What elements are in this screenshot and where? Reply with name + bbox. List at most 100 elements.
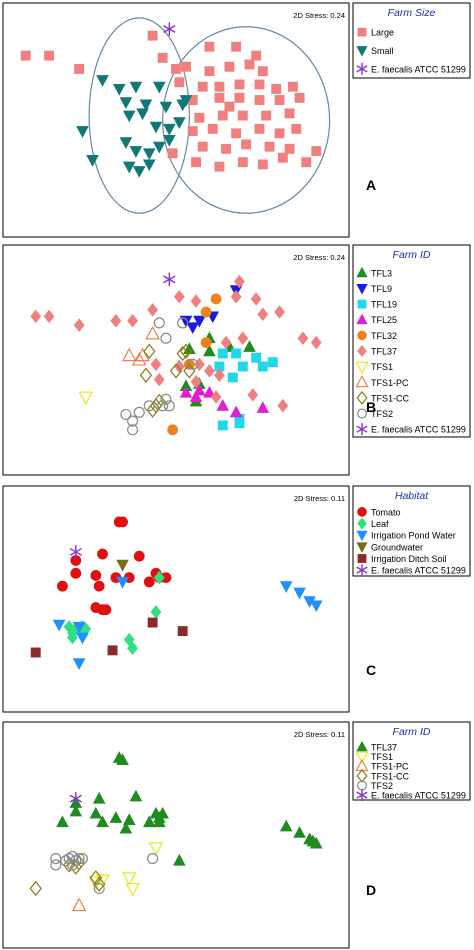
point-large: [214, 81, 225, 92]
legend-marker: [357, 299, 367, 309]
point-tfs2: [153, 317, 165, 329]
point-irrigation-ditch-soil: [107, 645, 118, 656]
point-small: [122, 110, 136, 123]
point-large: [294, 92, 305, 103]
point-large: [301, 157, 312, 168]
point-irrigation-pond-water: [72, 658, 86, 670]
legend-marker: [355, 751, 369, 764]
legend-title: Farm ID: [393, 726, 431, 738]
cluster-ellipse-2: [162, 26, 331, 214]
legend-title: Habitat: [395, 490, 429, 502]
point-large: [291, 123, 302, 134]
point-large: [181, 61, 191, 72]
point-tfs2: [157, 400, 169, 412]
legend-entry: TFL37: [371, 742, 397, 752]
point-large: [204, 41, 215, 52]
point-tomato: [93, 580, 105, 592]
point-tfl37: [142, 815, 156, 828]
legend-marker: [357, 554, 367, 563]
point-tfs1-pc: [131, 351, 147, 366]
point-tfl32: [210, 293, 222, 305]
point-tomato: [143, 576, 155, 588]
legend-entry: TFS1: [371, 752, 393, 762]
legend-entry: TFS2: [371, 409, 393, 419]
point-tomato: [70, 555, 82, 566]
point-tfs2: [177, 317, 189, 329]
point-irrigation-pond-water: [293, 587, 306, 600]
legend-entry: TFS1: [371, 362, 393, 372]
legend-entry: TFL19: [371, 300, 397, 310]
point-tfs1-cc: [153, 393, 166, 410]
point-small: [142, 159, 156, 172]
point-tfs2: [127, 415, 139, 427]
point-small: [132, 166, 146, 178]
point-tfl37: [247, 388, 259, 402]
legend-marker: [357, 517, 367, 530]
point-tfl37: [173, 853, 186, 866]
point-tomato: [90, 570, 102, 581]
point-small: [179, 95, 193, 107]
point-tfl32: [200, 306, 212, 318]
point-tomato: [100, 604, 112, 616]
point-tfl37: [237, 331, 249, 345]
point-e-faecalis-atcc-51299: [69, 545, 82, 559]
point-small: [96, 75, 109, 87]
legend-marker: [356, 423, 368, 436]
point-tfs2: [163, 400, 175, 412]
legend-marker: [356, 740, 368, 752]
point-tfl37: [279, 819, 293, 832]
point-tfl19: [231, 348, 242, 359]
point-tfs1-cc: [29, 880, 42, 897]
point-tfl37: [69, 804, 83, 817]
point-tfl25: [256, 401, 270, 413]
legend-entry: E. faecalis ATCC 51299: [371, 64, 466, 74]
point-tfl37: [73, 318, 85, 332]
legend-marker: [356, 266, 368, 278]
point-small: [159, 101, 173, 114]
point-large: [174, 77, 185, 88]
point-irrigation-ditch-soil: [177, 626, 188, 637]
point-large: [284, 143, 295, 154]
legend-marker: [356, 313, 368, 325]
point-large: [207, 123, 218, 134]
legend-entry: Irrigation Ditch Soil: [371, 554, 447, 564]
point-tfl19: [217, 348, 228, 359]
stress-label: 2D Stress: 0.11: [294, 730, 345, 739]
point-large: [311, 146, 322, 157]
legend-entry: TFS1-PC: [371, 378, 409, 388]
point-tfl37: [156, 806, 169, 819]
legend-entry: TFL32: [371, 331, 397, 341]
legend-entry: Leaf: [371, 519, 389, 529]
point-tfl37: [306, 834, 320, 847]
point-tfl37: [214, 368, 225, 383]
panel-c: 2D Stress: 0.11 Habitat Tomato Leaf Irrigati…: [2, 485, 471, 713]
point-small: [136, 108, 149, 121]
point-small: [119, 137, 133, 149]
cluster-ellipse-1: [88, 17, 190, 214]
point-large: [204, 66, 215, 77]
point-large: [147, 30, 158, 41]
point-large: [234, 92, 245, 103]
point-tfl37: [153, 815, 166, 828]
point-tfl37: [56, 815, 69, 828]
legend-marker: [356, 564, 368, 577]
point-tfl37: [122, 813, 136, 825]
point-large: [217, 110, 228, 121]
legend-entry: Tomato: [371, 507, 401, 517]
panel-letter: D: [366, 882, 376, 898]
point-large: [254, 95, 265, 105]
legend: Farm Size Large Small E. faecalis ATCC 5129…: [352, 2, 471, 79]
point-tfs1-pc: [145, 325, 160, 340]
point-large: [221, 143, 232, 154]
point-tfl19: [257, 361, 268, 372]
point-large: [244, 59, 255, 70]
point-tomato: [117, 516, 128, 528]
point-tfl37: [30, 309, 42, 324]
point-tfs2: [93, 882, 105, 895]
point-leaf: [80, 622, 92, 636]
point-small: [112, 83, 126, 96]
point-e-faecalis-atcc-51299: [163, 272, 176, 287]
point-tfs2: [127, 424, 139, 436]
